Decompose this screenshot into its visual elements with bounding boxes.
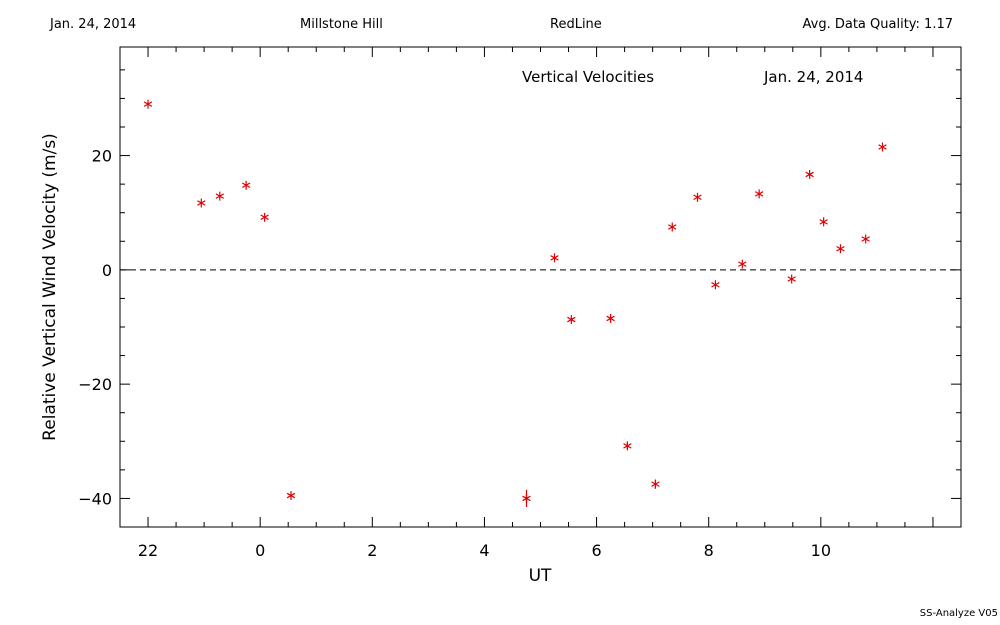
data-point: [215, 191, 224, 201]
data-point-stroke: [550, 255, 559, 261]
axis-ticks: 22 0 2 4 6 8 10 −40 −20 0 20: [78, 47, 962, 560]
data-point: [787, 274, 796, 284]
data-point: [693, 192, 702, 202]
data-point-stroke: [215, 193, 224, 199]
header-site: Millstone Hill: [300, 17, 383, 32]
data-point-stroke: [143, 101, 153, 107]
x-tick-label: 2: [367, 541, 377, 560]
header-data-quality: Avg. Data Quality: 1.17: [802, 17, 953, 32]
data-point-stroke: [819, 219, 828, 225]
data-point: [550, 253, 559, 263]
data-point: [197, 198, 206, 208]
data-point-stroke: [787, 276, 796, 282]
x-tick-label: 8: [704, 541, 714, 560]
x-tick-label: 22: [138, 541, 158, 560]
data-point-stroke: [606, 315, 615, 322]
data-point-stroke: [878, 144, 887, 150]
x-tick-label: 4: [479, 541, 489, 560]
data-point-stroke: [668, 224, 677, 230]
data-point: [286, 491, 296, 501]
software-version: SS-Analyze V05: [919, 608, 998, 619]
data-point-stroke: [197, 200, 206, 206]
y-axis-label: Relative Vertical Wind Velocity (m/s): [40, 133, 60, 441]
data-point-stroke: [711, 281, 720, 288]
data-point: [738, 259, 747, 269]
chart-subtitle: Jan. 24, 2014: [763, 68, 863, 86]
data-point: [711, 280, 720, 290]
y-tick-label: −40: [78, 489, 112, 508]
data-point: [606, 313, 615, 323]
x-axis-label: UT: [529, 566, 552, 586]
data-point-stroke: [805, 171, 814, 178]
data-point: [878, 142, 887, 152]
data-point: [567, 315, 576, 325]
data-point-stroke: [738, 261, 747, 267]
y-tick-label: 0: [102, 261, 112, 280]
data-point: [623, 441, 632, 451]
data-point-stroke: [836, 245, 845, 252]
data-point: [143, 99, 153, 109]
data-point: [651, 479, 660, 489]
data-point: [260, 212, 269, 222]
data-point: [805, 169, 814, 179]
x-tick-label: 6: [591, 541, 601, 560]
data-point-stroke: [260, 214, 269, 221]
data-point-stroke: [286, 492, 296, 499]
data-point: [861, 234, 870, 244]
data-point: [819, 217, 828, 227]
data-point-stroke: [693, 194, 702, 201]
x-tick-label: 10: [811, 541, 831, 560]
data-point: [668, 222, 677, 232]
data-point-stroke: [754, 191, 764, 197]
data-point: [241, 180, 251, 190]
y-tick-label: −20: [78, 375, 112, 394]
header-date: Jan. 24, 2014: [50, 17, 137, 32]
x-tick-label: 0: [255, 541, 265, 560]
chart-title: Vertical Velocities: [522, 68, 654, 86]
data-point: [522, 489, 531, 507]
data-point: [836, 244, 845, 254]
data-point-stroke: [241, 182, 251, 189]
data-points: [143, 99, 887, 507]
header-emission-line: RedLine: [550, 17, 602, 32]
plot-frame: [119, 46, 962, 528]
data-point-stroke: [861, 236, 870, 242]
y-tick-label: 20: [92, 147, 112, 166]
data-point: [754, 189, 764, 199]
data-point-stroke: [567, 316, 576, 323]
